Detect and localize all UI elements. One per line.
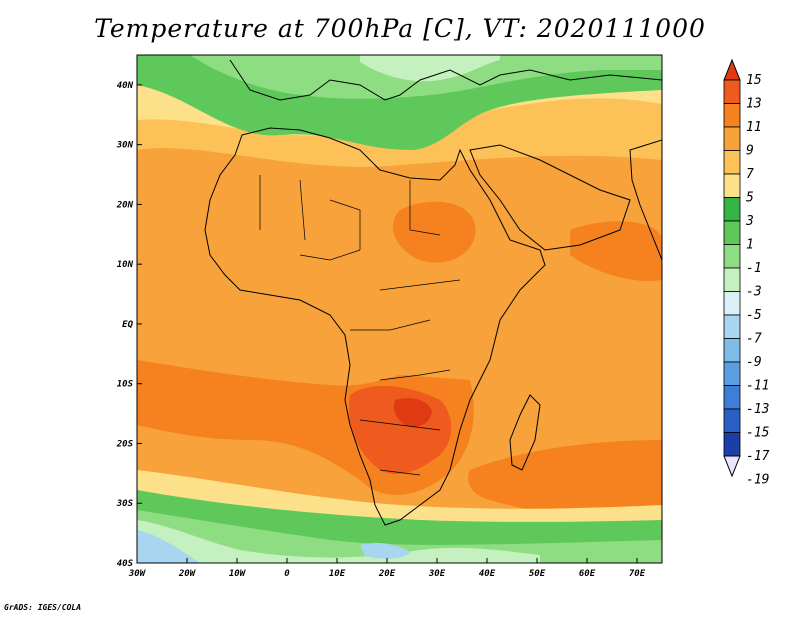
lon-tick-label: 60E [579, 569, 596, 579]
lat-tick-label: EQ [122, 320, 133, 330]
lon-tick-label: 70E [629, 569, 646, 579]
lat-tick-label: 10S [117, 380, 134, 390]
latitude-axis: 40N 30N 20N 10N EQ 10S 20S 30S 40S [116, 81, 142, 569]
colorbar-swatch [723, 408, 741, 433]
map-title: Temperature at 700hPa [C], VT: 202011100… [94, 14, 706, 43]
colorbar-swatch [723, 173, 741, 198]
colorbar-label: -9 [746, 355, 762, 370]
arabia-coastline [469, 144, 631, 251]
colorbar-label: 15 [746, 73, 762, 88]
lon-tick-label: 10E [329, 569, 346, 579]
colorbar-label: -13 [746, 402, 769, 417]
field-patch-11-arabian-sea [570, 221, 662, 281]
colorbar-label: 11 [746, 120, 762, 135]
india-coastline [629, 139, 662, 261]
field-patch-11-indian-ocean [468, 440, 662, 520]
colorbar-swatch [723, 361, 741, 386]
field-band-m3-south [137, 520, 540, 563]
field-band-m5-south-2 [360, 542, 410, 559]
field-band-m5-south [137, 530, 200, 563]
lon-tick-label: 50E [529, 569, 546, 579]
lat-tick-label: 20S [116, 439, 134, 449]
colorbar: 15 13 11 9 7 5 3 1 -1 -3 -5 -7 -9 -11 -13 -15 -17 -19 [723, 58, 770, 488]
colorbar-label: 3 [745, 214, 754, 229]
lon-tick-label: 30W [128, 569, 147, 579]
temperature-field [137, 55, 662, 563]
lon-tick-label: 10W [229, 569, 247, 579]
colorbar-label: 13 [746, 97, 762, 112]
colorbar-swatch [723, 103, 741, 128]
colorbar-label: -19 [746, 473, 769, 488]
colorbar-label: 9 [746, 144, 754, 159]
colorbar-swatch [723, 314, 741, 339]
lon-tick-label: 0 [284, 569, 290, 579]
colorbar-swatch [723, 126, 741, 151]
credit-text: GrADS: IGES/COLA [4, 603, 82, 612]
colorbar-swatch [723, 432, 741, 457]
lon-tick-label: 20W [178, 569, 197, 579]
colorbar-label: -17 [746, 449, 770, 464]
lat-tick-label: 40S [117, 559, 134, 569]
colorbar-swatch [723, 291, 741, 316]
colorbar-label: -11 [746, 379, 769, 394]
longitude-axis: 30W 20W 10W 0 10E 20E 30E 40E 50E 60E 70E [128, 558, 646, 579]
africa-coastline [204, 127, 546, 526]
field-band-m1-north [360, 55, 500, 82]
europe-coastline [229, 59, 662, 101]
lat-tick-label: 10N [117, 260, 134, 270]
colorbar-label: -3 [746, 285, 762, 300]
lat-tick-label: 40N [117, 81, 134, 91]
colorbar-max-arrow [723, 58, 741, 81]
lat-tick-label: 20N [116, 200, 134, 210]
field-patch-13-core [393, 398, 432, 427]
colorbar-swatch [723, 338, 741, 363]
colorbar-swatch [723, 79, 741, 104]
plot-frame [136, 54, 663, 564]
colorbar-min-arrow [723, 455, 741, 478]
colorbar-swatch [723, 267, 741, 292]
lat-tick-label: 30N [116, 141, 134, 151]
colorbar-label: -15 [746, 426, 770, 441]
colorbar-swatch [723, 150, 741, 175]
lat-tick-label: 30S [116, 499, 134, 509]
colorbar-swatch [723, 197, 741, 222]
colorbar-label: -7 [746, 332, 762, 347]
colorbar-swatch [723, 244, 741, 269]
field-patch-11-sahel [392, 201, 476, 263]
country-borders [259, 175, 461, 476]
colorbar-label: -1 [746, 261, 762, 276]
colorbar-swatch [723, 385, 741, 410]
lon-tick-label: 30E [428, 569, 446, 579]
colorbar-label: 5 [746, 191, 754, 206]
colorbar-label: 7 [746, 167, 754, 182]
colorbar-label: -5 [746, 308, 762, 323]
lon-tick-label: 40E [479, 569, 496, 579]
colorbar-swatch [723, 220, 741, 245]
colorbar-label: 1 [746, 238, 754, 253]
lon-tick-label: 20E [378, 569, 396, 579]
field-band-1-south [137, 510, 662, 563]
madagascar-coastline [509, 394, 541, 471]
